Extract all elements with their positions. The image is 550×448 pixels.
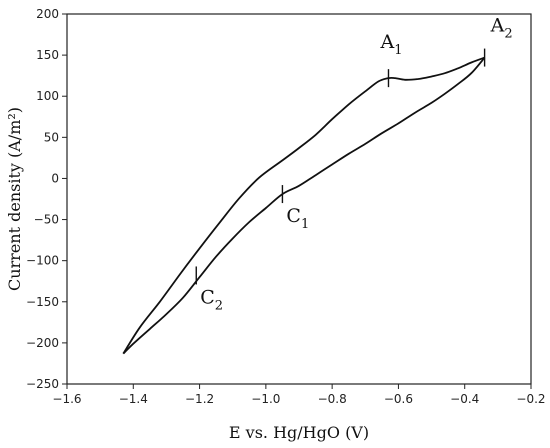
marker-label-c1: C1 bbox=[286, 205, 309, 232]
marker-label-a2: A2 bbox=[490, 15, 513, 42]
x-tick-label: −1.0 bbox=[251, 392, 280, 406]
y-tick-label: −250 bbox=[26, 377, 59, 391]
marker-label-a1: A1 bbox=[379, 31, 402, 58]
y-tick-label: −150 bbox=[26, 295, 59, 309]
x-tick-label: −0.6 bbox=[384, 392, 413, 406]
x-tick-label: −0.8 bbox=[318, 392, 347, 406]
anodic-sweep-line bbox=[122, 56, 485, 355]
x-tick-label: −0.4 bbox=[450, 392, 479, 406]
y-tick-label: 200 bbox=[36, 7, 59, 21]
y-tick-label: −100 bbox=[26, 254, 59, 268]
y-tick-label: −200 bbox=[26, 336, 59, 350]
y-tick-label: 100 bbox=[36, 89, 59, 103]
x-tick-label: −1.2 bbox=[185, 392, 214, 406]
y-tick-label: 50 bbox=[44, 130, 59, 144]
plot-frame bbox=[66, 13, 532, 385]
y-tick-label: −50 bbox=[34, 213, 59, 227]
y-axis-label: Current density (A/m²) bbox=[5, 107, 24, 291]
x-tick-label: −1.6 bbox=[52, 392, 81, 406]
x-tick-label: −0.2 bbox=[516, 392, 545, 406]
y-tick-label: 150 bbox=[36, 48, 59, 62]
cathodic-sweep-line bbox=[122, 57, 486, 355]
marker-label-c2: C2 bbox=[200, 286, 223, 313]
x-tick-label: −1.4 bbox=[119, 392, 148, 406]
x-axis-label: E vs. Hg/HgO (V) bbox=[229, 423, 369, 442]
y-tick-label: 0 bbox=[51, 171, 59, 185]
